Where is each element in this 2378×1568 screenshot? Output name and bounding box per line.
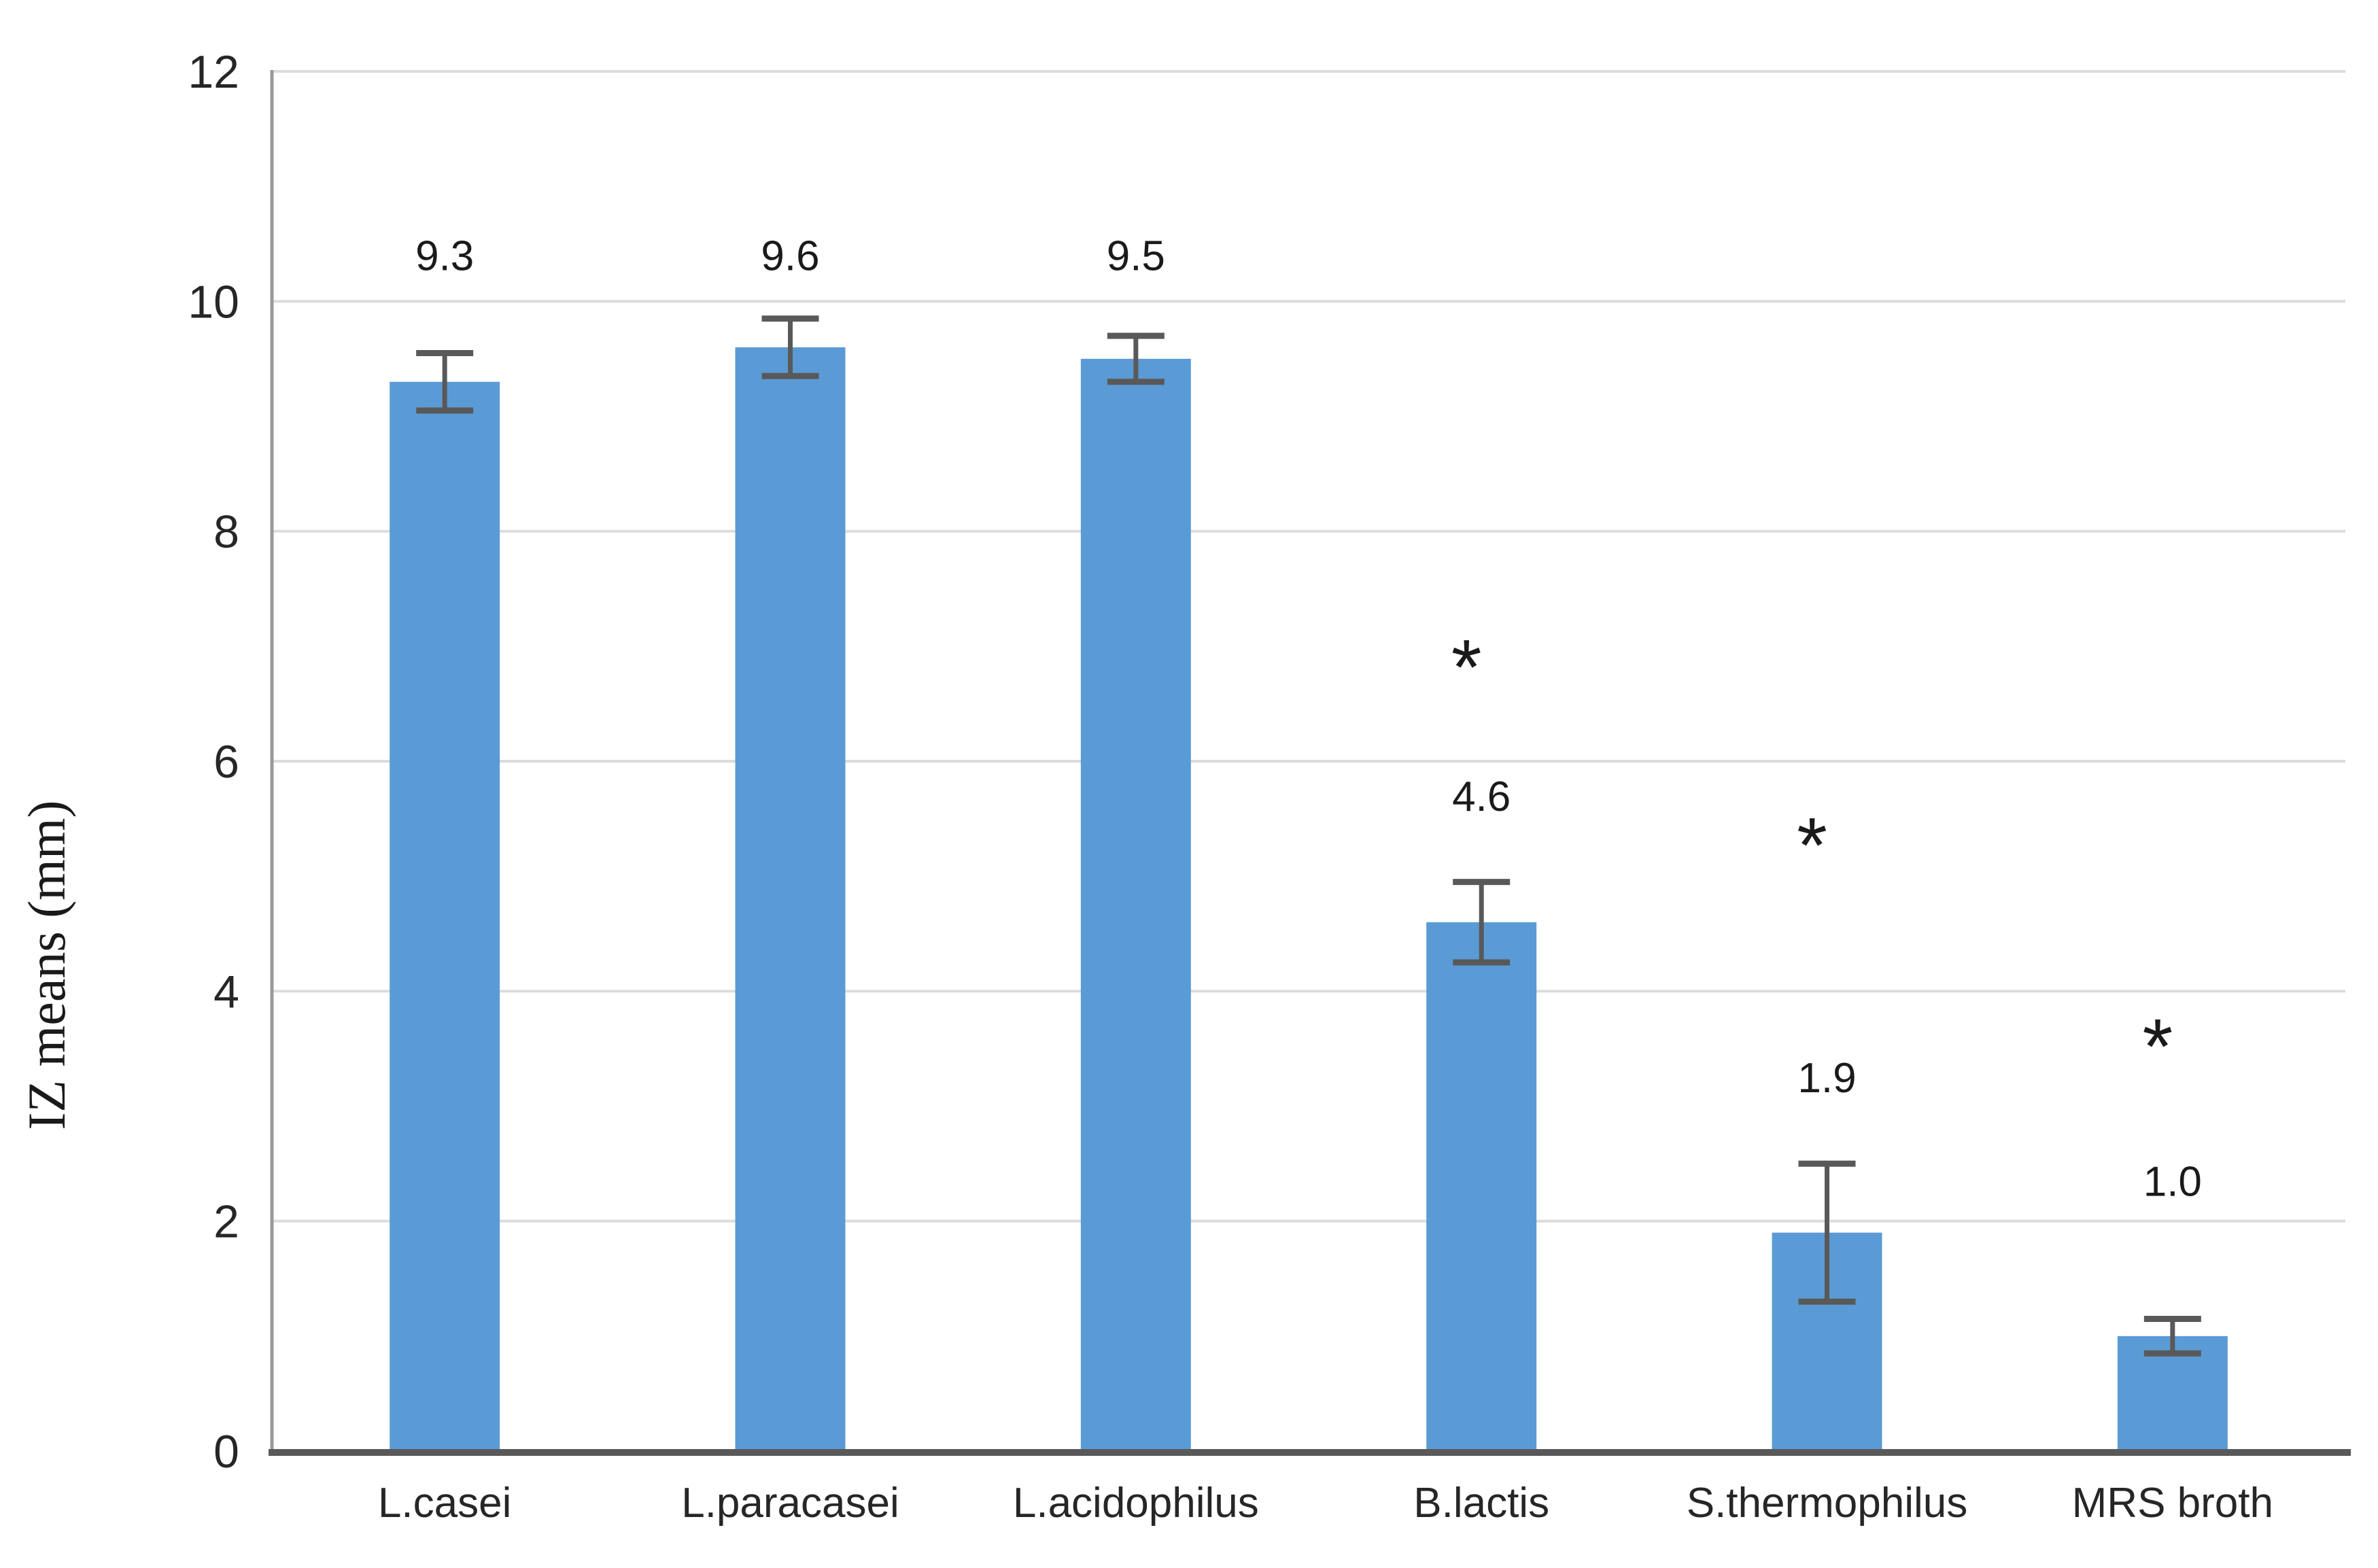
error-bar (761, 315, 819, 379)
error-bar (416, 349, 474, 414)
x-category-label: L.paracasei (681, 1480, 899, 1527)
data-label: 1.0 (2143, 1158, 2202, 1205)
gridlines (272, 70, 2345, 1223)
y-tick-label: 6 (213, 736, 239, 788)
bar (735, 347, 846, 1451)
x-category-label: L.casei (378, 1480, 511, 1527)
x-category-label: B.lactis (1413, 1480, 1549, 1527)
error-bar (1107, 332, 1165, 385)
data-label: 9.5 (1107, 233, 1165, 280)
y-tick-label: 10 (188, 276, 239, 328)
significance-asterisk: * (1797, 803, 1827, 890)
data-label: 1.9 (1797, 1055, 1856, 1102)
error-bar (1798, 1160, 1856, 1305)
data-label: 9.3 (415, 233, 474, 280)
significance-asterisk: * (2142, 1004, 2173, 1091)
x-category-label: MRS broth (2072, 1480, 2273, 1527)
significance-asterisk: * (1451, 624, 1482, 711)
y-tick-label: 0 (213, 1426, 239, 1478)
x-category-label: S.thermophilus (1687, 1480, 1968, 1527)
x-category-label: L.acidophilus (1013, 1480, 1259, 1527)
bar (1426, 922, 1537, 1451)
bar (1080, 358, 1191, 1451)
y-axis-title: IZ means (mm) (17, 800, 76, 1130)
error-bars (416, 315, 2201, 1357)
y-tick-label: 8 (213, 506, 239, 558)
error-bar (2143, 1315, 2201, 1357)
y-tick-labels: 0 2 4 6 8 10 12 (188, 46, 239, 1478)
y-tick-label: 12 (188, 46, 239, 98)
x-category-labels: L.casei L.paracasei L.acidophilus B.lactis S… (378, 1480, 2273, 1527)
data-label: 9.6 (761, 233, 819, 280)
bar (390, 381, 500, 1451)
significance-markers: * * * (1451, 624, 2173, 1090)
y-tick-label: 2 (213, 1196, 239, 1248)
y-tick-label: 4 (213, 966, 239, 1017)
data-labels: 9.3 9.6 9.5 4.6 1.9 1.0 (415, 233, 2202, 1206)
bars (390, 347, 2228, 1451)
data-label: 4.6 (1452, 773, 1511, 820)
error-bar (1453, 879, 1511, 966)
